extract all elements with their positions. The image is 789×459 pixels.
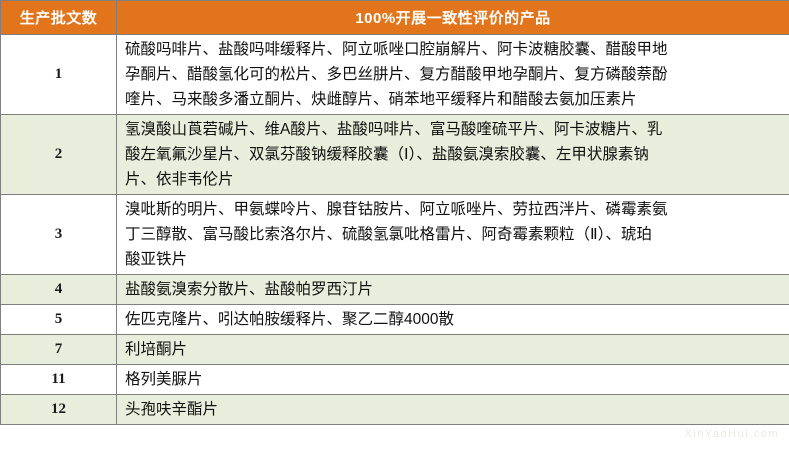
cell-product-list: 溴吡斯的明片、甲氨蝶呤片、腺苷钴胺片、阿立哌唑片、劳拉西泮片、磷霉素氨 丁三醇散、…	[116, 194, 789, 275]
consistency-evaluation-table: 生产批文数 100%开展一致性评价的产品 1 硫酸吗啡片、盐酸吗啡缓释片、阿立哌唑…	[0, 0, 789, 425]
cell-product-list: 头孢呋辛酯片	[116, 394, 789, 425]
product-line: 酸亚铁片	[125, 251, 188, 268]
product-line: 利培酮片	[125, 341, 188, 358]
table-row: 4 盐酸氨溴索分散片、盐酸帕罗西汀片	[0, 274, 789, 305]
cell-product-list: 氢溴酸山莨菪碱片、维A酸片、盐酸吗啡片、富马酸喹硫平片、阿卡波糖片、乳 酸左氧氟沙…	[116, 114, 789, 195]
cell-approval-count: 4	[0, 274, 117, 305]
product-line: 片、依非韦伦片	[125, 171, 234, 188]
cell-approval-count: 3	[0, 194, 117, 275]
cell-approval-count: 5	[0, 304, 117, 335]
cell-approval-count: 11	[0, 364, 117, 395]
cell-approval-count: 12	[0, 394, 117, 425]
table-header: 生产批文数 100%开展一致性评价的产品	[0, 0, 789, 35]
table-row: 7 利培酮片	[0, 334, 789, 365]
cell-product-list: 利培酮片	[116, 334, 789, 365]
product-line: 喹片、马来酸多潘立酮片、炔雌醇片、硝苯地平缓释片和醋酸去氨加压素片	[125, 91, 637, 108]
table-row: 11 格列美脲片	[0, 364, 789, 395]
table-header-row: 生产批文数 100%开展一致性评价的产品	[0, 0, 789, 35]
cell-approval-count: 2	[0, 114, 117, 195]
product-line: 硫酸吗啡片、盐酸吗啡缓释片、阿立哌唑口腔崩解片、阿卡波糖胶囊、醋酸甲地	[125, 41, 668, 58]
cell-product-list: 格列美脲片	[116, 364, 789, 395]
cell-approval-count: 7	[0, 334, 117, 365]
cell-product-list: 硫酸吗啡片、盐酸吗啡缓释片、阿立哌唑口腔崩解片、阿卡波糖胶囊、醋酸甲地 孕酮片、醋…	[116, 34, 789, 115]
table-row: 2 氢溴酸山莨菪碱片、维A酸片、盐酸吗啡片、富马酸喹硫平片、阿卡波糖片、乳 酸左氧氟…	[0, 114, 789, 195]
cell-product-list: 盐酸氨溴索分散片、盐酸帕罗西汀片	[116, 274, 789, 305]
product-line: 格列美脲片	[125, 371, 203, 388]
product-line: 孕酮片、醋酸氢化可的松片、多巴丝肼片、复方醋酸甲地孕酮片、复方磷酸萘酚	[125, 66, 668, 83]
table-body: 1 硫酸吗啡片、盐酸吗啡缓释片、阿立哌唑口腔崩解片、阿卡波糖胶囊、醋酸甲地 孕酮片、…	[0, 34, 789, 425]
product-line: 丁三醇散、富马酸比索洛尔片、硫酸氢氯吡格雷片、阿奇霉素颗粒（Ⅱ）、琥珀	[125, 226, 652, 243]
table-row: 5 佐匹克隆片、吲达帕胺缓释片、聚乙二醇4000散	[0, 304, 789, 335]
column-header-products: 100%开展一致性评价的产品	[116, 0, 789, 35]
product-line: 佐匹克隆片、吲达帕胺缓释片、聚乙二醇4000散	[125, 311, 454, 328]
table-row: 12 头孢呋辛酯片	[0, 394, 789, 425]
column-header-count: 生产批文数	[0, 0, 117, 35]
product-line: 盐酸氨溴索分散片、盐酸帕罗西汀片	[125, 281, 374, 298]
product-line: 头孢呋辛酯片	[125, 401, 219, 418]
cell-product-list: 佐匹克隆片、吲达帕胺缓释片、聚乙二醇4000散	[116, 304, 789, 335]
cell-approval-count: 1	[0, 34, 117, 115]
table-row: 1 硫酸吗啡片、盐酸吗啡缓释片、阿立哌唑口腔崩解片、阿卡波糖胶囊、醋酸甲地 孕酮片、…	[0, 34, 789, 115]
table-row: 3 溴吡斯的明片、甲氨蝶呤片、腺苷钴胺片、阿立哌唑片、劳拉西泮片、磷霉素氨 丁三醇散…	[0, 194, 789, 275]
product-line: 酸左氧氟沙星片、双氯芬酸钠缓释胶囊（Ⅰ）、盐酸氨溴索胶囊、左甲状腺素钠	[125, 146, 649, 163]
watermark-url: XinYaoHui.com	[684, 428, 779, 440]
product-line: 溴吡斯的明片、甲氨蝶呤片、腺苷钴胺片、阿立哌唑片、劳拉西泮片、磷霉素氨	[125, 201, 668, 218]
product-line: 氢溴酸山莨菪碱片、维A酸片、盐酸吗啡片、富马酸喹硫平片、阿卡波糖片、乳	[125, 121, 663, 138]
